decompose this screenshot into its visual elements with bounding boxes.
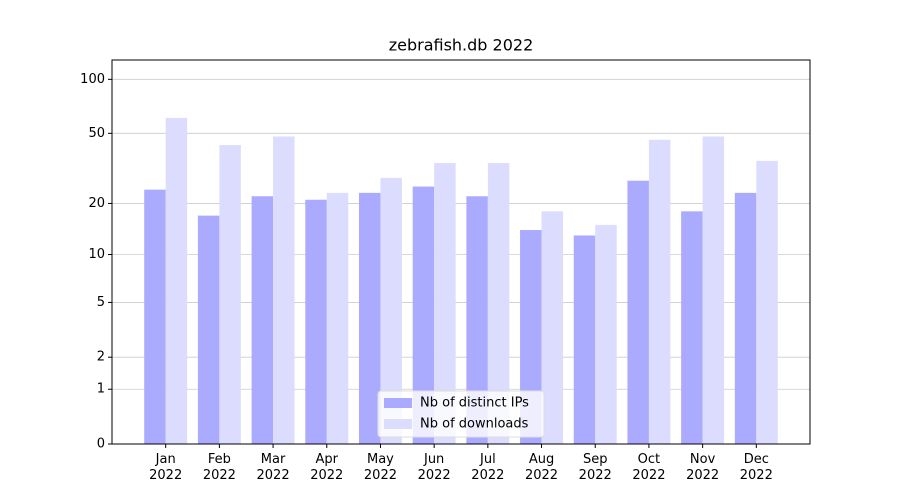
bar bbox=[627, 180, 649, 445]
bar bbox=[434, 163, 456, 445]
legend-label: Nb of downloads bbox=[420, 417, 529, 432]
axes-frame bbox=[111, 59, 811, 445]
legend-label: Nb of distinct IPs bbox=[420, 396, 529, 411]
bar bbox=[541, 211, 564, 444]
bar bbox=[573, 235, 596, 444]
y-tick-label: 10 bbox=[88, 247, 105, 262]
bar bbox=[734, 192, 757, 444]
y-tick-label: 0 bbox=[97, 437, 105, 452]
y-tick-label: 1 bbox=[97, 382, 105, 397]
bar bbox=[305, 199, 327, 444]
x-tick-label: Mar 2022 bbox=[256, 452, 290, 483]
x-tick-label: Jul 2022 bbox=[471, 452, 505, 483]
y-tick-label: 2 bbox=[97, 350, 105, 365]
y-tick-label: 100 bbox=[80, 72, 105, 87]
x-tick-label: Jan 2022 bbox=[149, 452, 183, 483]
bar bbox=[487, 163, 510, 445]
bar bbox=[219, 144, 241, 444]
x-tick-label: Feb 2022 bbox=[202, 452, 236, 483]
x-tick-label: Oct 2022 bbox=[632, 452, 666, 483]
bar bbox=[412, 186, 435, 444]
legend-swatch bbox=[384, 398, 412, 408]
bar bbox=[380, 177, 402, 444]
legend-swatch bbox=[384, 419, 412, 429]
legend: Nb of distinct IPs Nb of downloads bbox=[377, 390, 545, 438]
y-tick-label: 5 bbox=[97, 295, 105, 310]
legend-box bbox=[377, 390, 545, 438]
x-tick-label: Jun 2022 bbox=[417, 452, 451, 483]
x-tick-label: Aug 2022 bbox=[524, 452, 559, 483]
bar bbox=[756, 160, 778, 444]
bar bbox=[358, 192, 381, 444]
y-tick-label: 50 bbox=[88, 126, 105, 141]
bar bbox=[595, 224, 617, 444]
bar bbox=[165, 117, 188, 444]
x-tick-label: Nov 2022 bbox=[686, 452, 720, 483]
x-tick-label: Apr 2022 bbox=[310, 452, 344, 483]
bar bbox=[681, 211, 703, 444]
x-tick-label: Sep 2022 bbox=[578, 452, 612, 483]
bar bbox=[326, 192, 349, 444]
bar bbox=[702, 136, 725, 445]
bar bbox=[197, 215, 220, 444]
bar bbox=[273, 136, 295, 445]
bar bbox=[466, 196, 488, 444]
chart-title: zebrafish.db 2022 bbox=[389, 36, 534, 55]
y-tick-label: 20 bbox=[88, 196, 105, 211]
bar bbox=[144, 189, 166, 444]
x-tick-label: May 2022 bbox=[363, 452, 397, 483]
bar bbox=[251, 196, 274, 444]
x-tick-label: Dec 2022 bbox=[739, 452, 773, 483]
bar bbox=[648, 139, 671, 445]
